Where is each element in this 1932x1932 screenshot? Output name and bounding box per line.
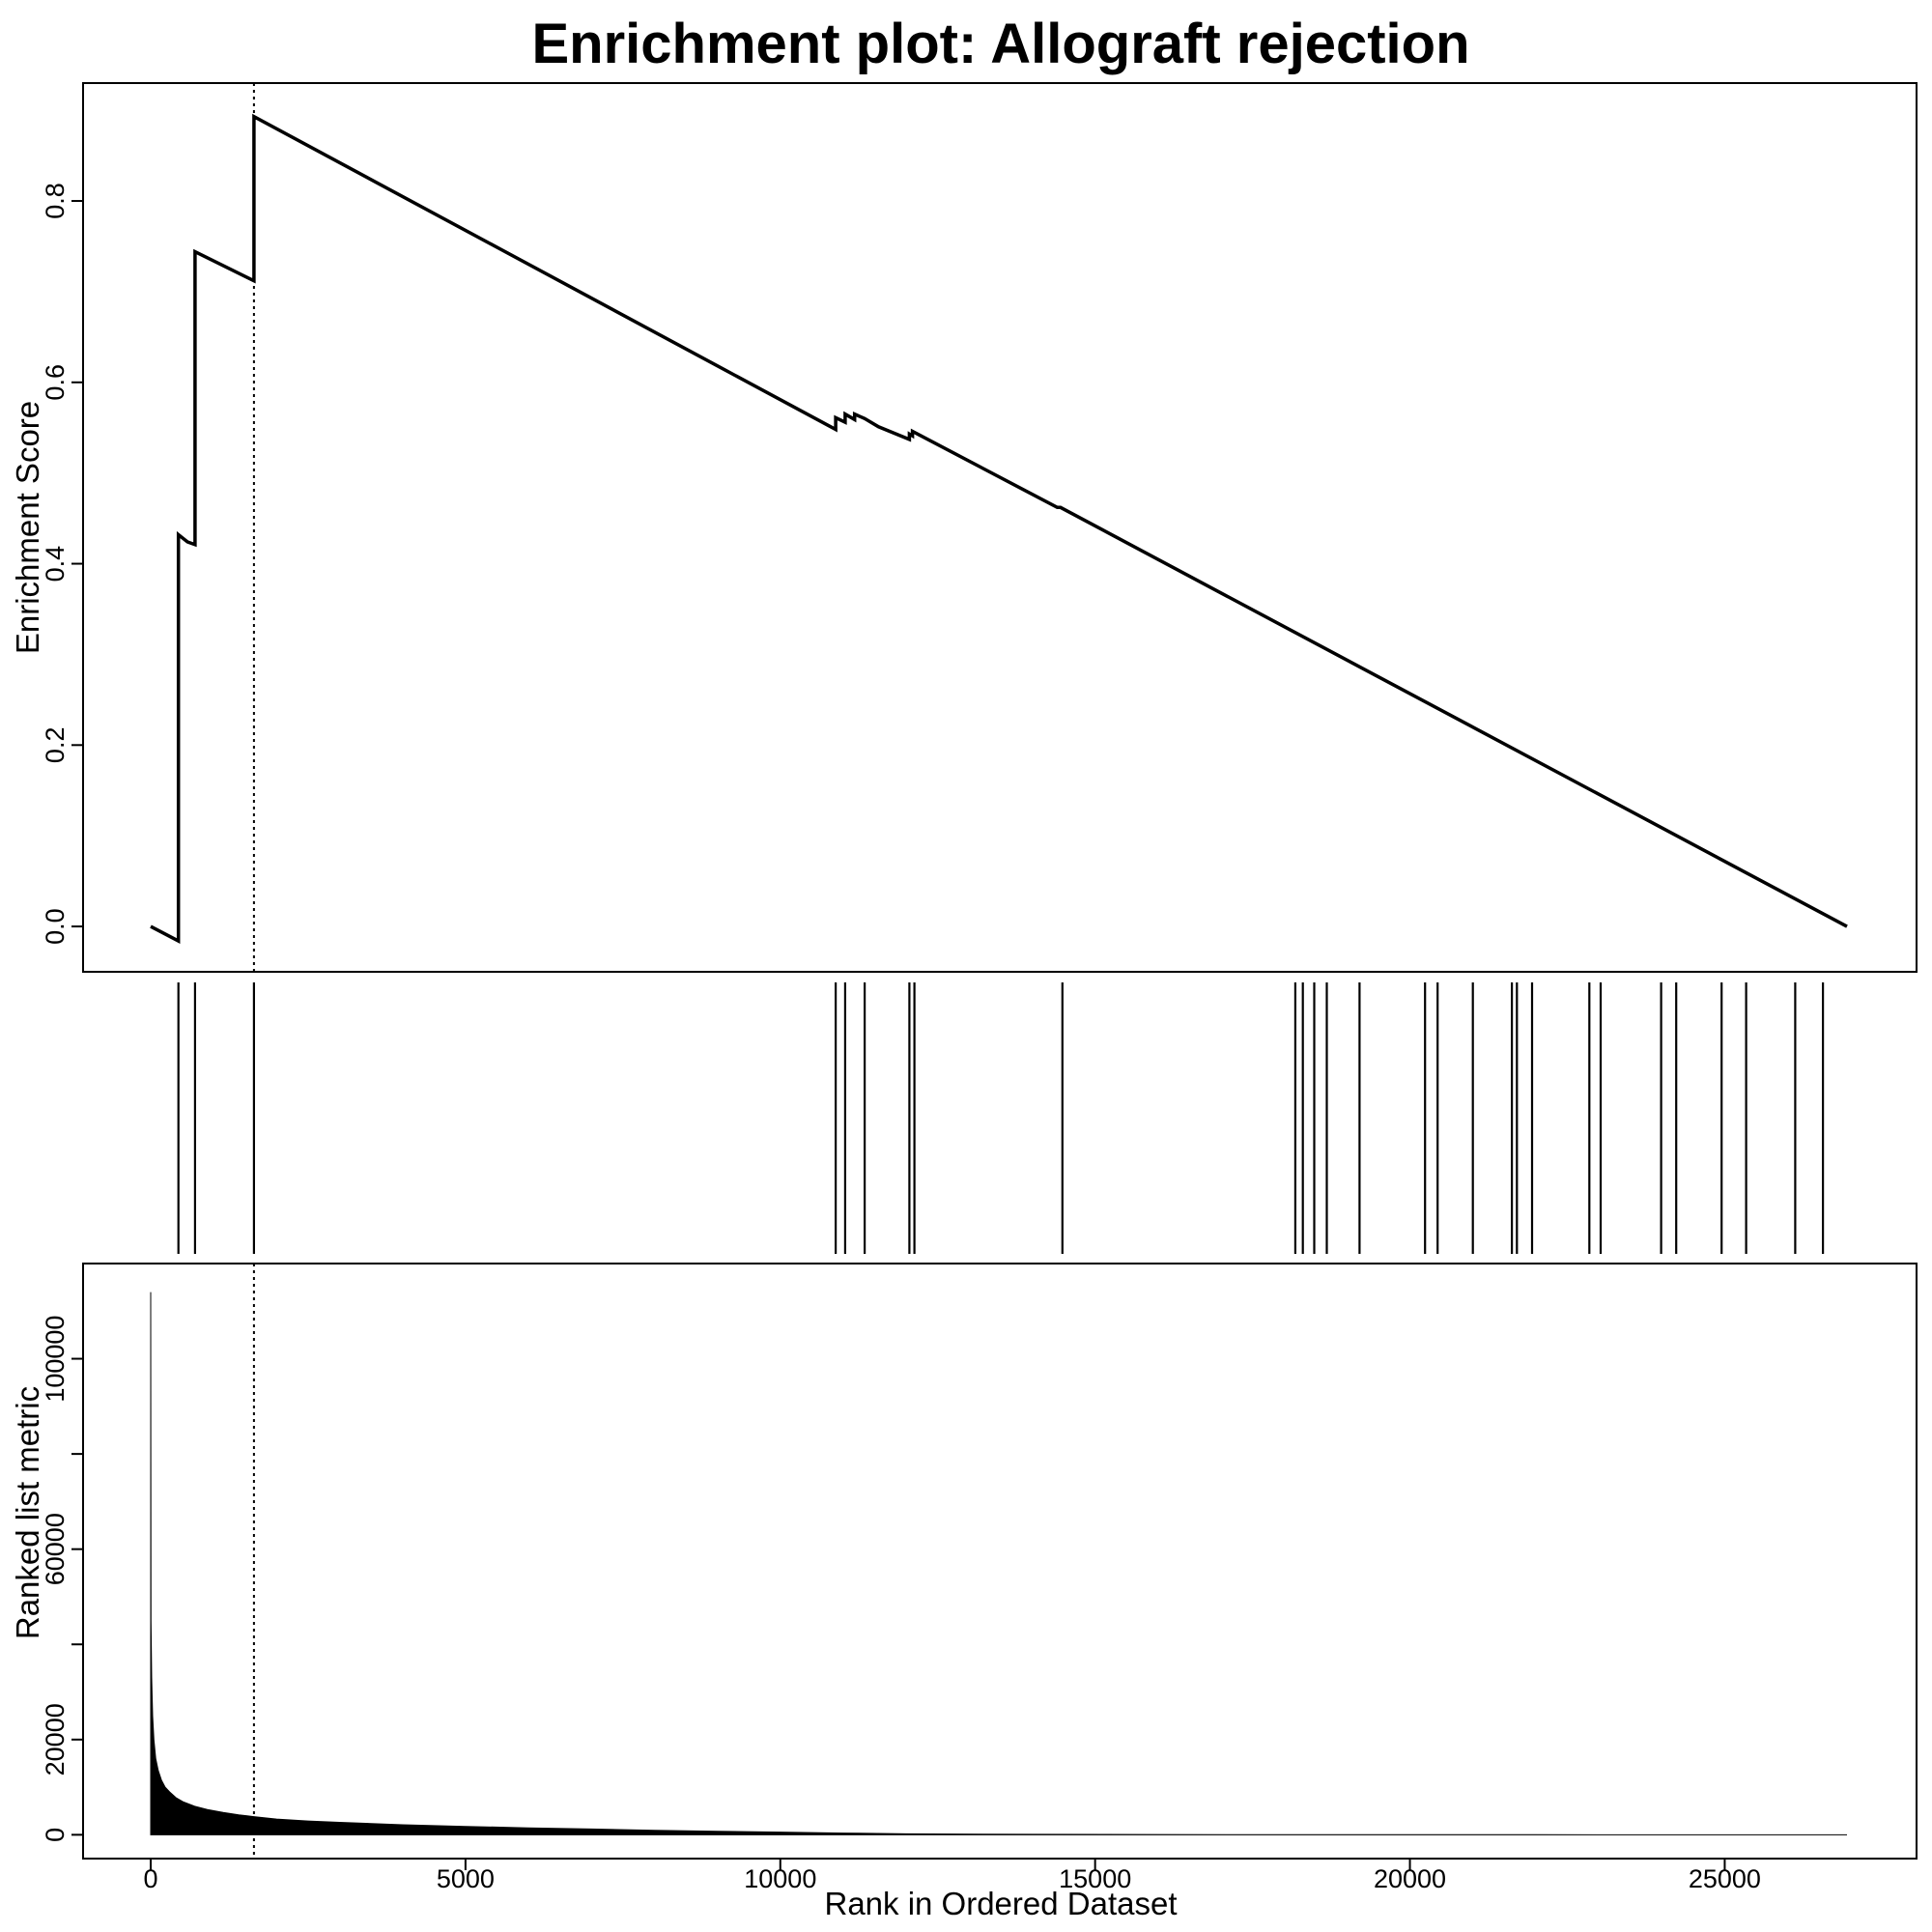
enrichment-score-y-tick-label: 0.6 xyxy=(41,364,70,401)
x-tick-label: 5000 xyxy=(437,1864,495,1893)
ranked-list-metric-area xyxy=(150,1292,1847,1835)
enrichment-score-y-label: Enrichment Score xyxy=(10,401,45,654)
enrichment-score-panel: 0.0 0.2 0.4 0.6 0.8 Enrichment Score xyxy=(10,82,1918,973)
enrichment-score-y-tick-label: 0.4 xyxy=(41,546,70,582)
chart-title: Enrichment plot: Allograft rejection xyxy=(531,13,1469,75)
x-axis-label: Rank in Ordered Dataset xyxy=(824,1886,1177,1921)
ranked-list-metric-y-label: Ranked list metric xyxy=(10,1386,45,1639)
gene-hits-panel xyxy=(177,982,1825,1254)
x-axis: 0 5000 10000 15000 20000 25000 xyxy=(143,1858,1761,1893)
enrichment-score-y-tick-label: 0.8 xyxy=(41,183,70,219)
ranked-list-metric-y-tick-label: 100000 xyxy=(41,1316,70,1403)
ranked-list-metric-y-tick-label: 0 xyxy=(41,1828,70,1842)
enrichment-score-y-tick-label: 0.2 xyxy=(41,727,70,764)
ranked-list-metric-frame xyxy=(82,1263,1918,1860)
enrichment-score-y-tick-label: 0.0 xyxy=(41,908,70,945)
ranked-list-metric-y-axis: 0 20000 60000 100000 xyxy=(41,1316,84,1842)
enrichment-score-y-axis: 0.0 0.2 0.4 0.6 0.8 xyxy=(41,183,84,945)
x-tick-label: 0 xyxy=(143,1864,157,1893)
x-tick-label: 20000 xyxy=(1374,1864,1446,1893)
ranked-list-metric-panel: 0 20000 60000 100000 Ranked list metric 0 50… xyxy=(10,1263,1918,1921)
x-tick-label: 15000 xyxy=(1059,1864,1131,1893)
enrichment-score-frame xyxy=(82,82,1918,973)
enrichment-score-curve xyxy=(150,113,1848,944)
ranked-list-metric-y-tick-label: 60000 xyxy=(41,1513,70,1585)
x-tick-label: 10000 xyxy=(744,1864,816,1893)
ranked-list-metric-y-tick-label: 20000 xyxy=(41,1703,70,1776)
x-tick-label: 25000 xyxy=(1689,1864,1761,1893)
